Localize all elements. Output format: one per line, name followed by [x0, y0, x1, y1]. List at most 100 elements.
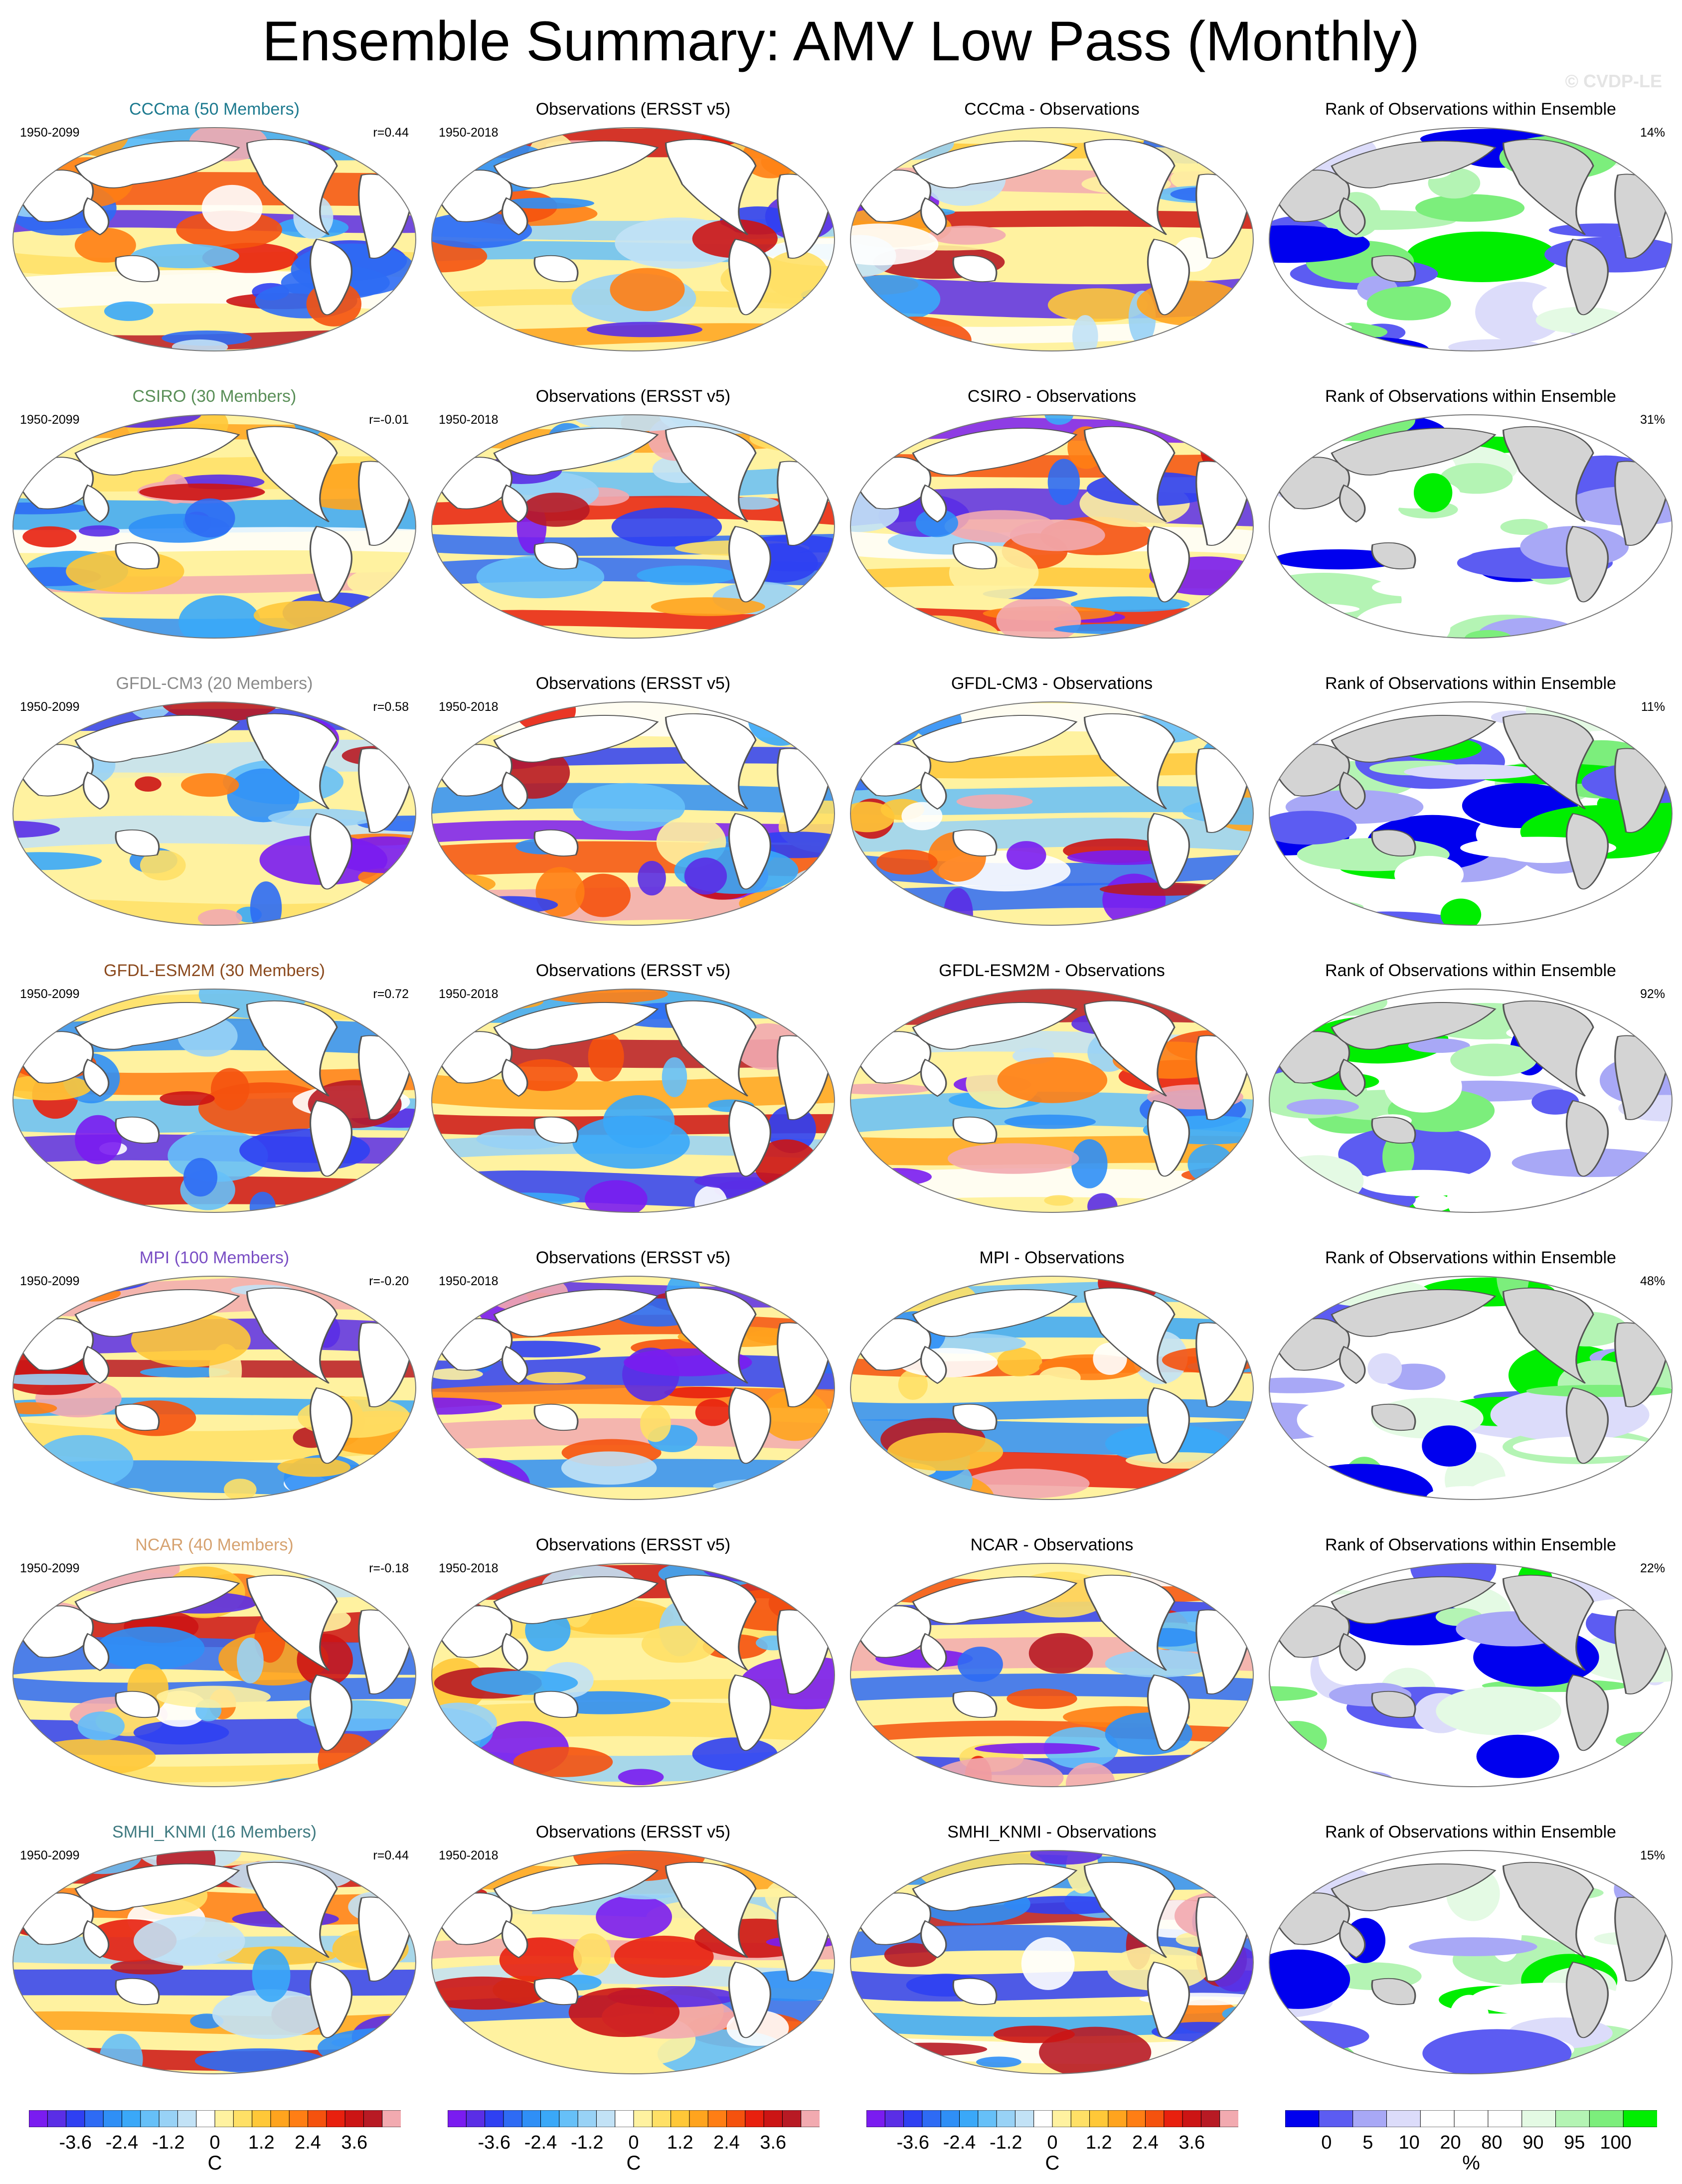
period-label: 1950-2099: [20, 1561, 80, 1575]
panel-title: Rank of Observations within Ensemble: [1325, 1248, 1616, 1267]
map-panel-gfdl-cm3-obs: Observations (ERSST v5) 1950-2018: [429, 674, 838, 933]
map-field: [12, 989, 416, 1213]
pattern-correlation-label: r=-0.18: [369, 1561, 409, 1575]
map-panel-mpi-diff: MPI - Observations: [847, 1248, 1256, 1508]
colorbar-tick-label: 2.4: [295, 2132, 321, 2153]
colorbar-tick-label: 0: [628, 2132, 639, 2153]
colorbar-swatch: [903, 2110, 923, 2128]
panel-title: NCAR (40 Members): [135, 1535, 294, 1554]
colorbar-tick-label: -3.6: [896, 2132, 929, 2153]
map-panel-gfdl-esm2m-model: GFDL-ESM2M (30 Members) 1950-2099 r=0.72: [10, 961, 419, 1220]
colorbar-swatch: [1126, 2110, 1146, 2128]
colorbar-tick-label: 20: [1440, 2132, 1461, 2153]
colorbar-swatch: [1070, 2110, 1090, 2128]
colorbar-tick-label: 0: [1047, 2132, 1058, 2153]
map-panel-mpi-obs: Observations (ERSST v5) 1950-2018: [429, 1248, 838, 1508]
panel-title: Rank of Observations within Ensemble: [1325, 387, 1616, 406]
colorbar-swatch: [652, 2110, 672, 2128]
colorbar-swatch: [363, 2110, 383, 2128]
map-panel-cccma-obs: Observations (ERSST v5) 1950-2018: [429, 100, 838, 359]
pattern-correlation-label: r=0.72: [373, 987, 409, 1001]
panel-title: CSIRO - Observations: [967, 387, 1137, 406]
panel-title: CCCma - Observations: [964, 100, 1140, 119]
panel-title: Rank of Observations within Ensemble: [1325, 1823, 1616, 1842]
colorbar-swatch: [1623, 2110, 1658, 2128]
pattern-correlation-label: r=0.44: [373, 1848, 409, 1862]
rank-percent-label: 14%: [1640, 126, 1665, 140]
map-field: [12, 1276, 416, 1500]
panel-title: SMHI_KNMI (16 Members): [112, 1823, 317, 1842]
colorbar-tick-label: 90: [1522, 2132, 1544, 2153]
colorbar-swatch: [978, 2110, 998, 2128]
colorbar-swatch: [633, 2110, 653, 2128]
panel-title: CCCma (50 Members): [129, 100, 300, 119]
colorbar-swatch: [177, 2110, 197, 2128]
colorbar-swatch: [1014, 2110, 1034, 2128]
period-label: 1950-2099: [20, 1848, 80, 1862]
colorbar-swatch: [996, 2110, 1016, 2128]
rank-percent-label: 11%: [1641, 700, 1665, 714]
map-panel-smhi_knmi-model: SMHI_KNMI (16 Members) 1950-2099 r=0.44: [10, 1823, 419, 2082]
colorbar-temperature-model: -3.6 -2.4 -1.2 0 1.2 2.4 3.6 C: [28, 2110, 402, 2175]
colorbar-swatch: [726, 2110, 746, 2128]
colorbar-swatch: [103, 2110, 123, 2128]
map-field: [431, 1850, 835, 2074]
colorbar-swatch: [521, 2110, 541, 2128]
map-field: [850, 1563, 1254, 1787]
period-label: 1950-2018: [439, 1561, 499, 1575]
map-panel-mpi-rank: Rank of Observations within Ensemble 48%: [1266, 1248, 1675, 1508]
colorbar-swatch: [447, 2110, 467, 2128]
panel-title: Rank of Observations within Ensemble: [1325, 100, 1616, 119]
colorbar-swatch: [66, 2110, 85, 2128]
panel-title: MPI - Observations: [979, 1248, 1125, 1267]
map-field: [12, 127, 416, 351]
map-field: [850, 1276, 1254, 1500]
map-field: [431, 414, 835, 639]
panel-title: Observations (ERSST v5): [535, 1248, 731, 1267]
colorbar-swatch: [382, 2110, 402, 2128]
panel-title: Observations (ERSST v5): [535, 674, 731, 693]
map-field: [850, 414, 1254, 639]
map-panel-gfdl-esm2m-obs: Observations (ERSST v5) 1950-2018: [429, 961, 838, 1220]
colorbar-swatch: [763, 2110, 783, 2128]
colorbar-swatch: [344, 2110, 364, 2128]
colorbar-swatch: [1521, 2110, 1556, 2128]
colorbar-tick-label: 3.6: [760, 2132, 787, 2153]
colorbar-swatch: [540, 2110, 560, 2128]
colorbar-tick-label: -1.2: [152, 2132, 185, 2153]
colorbar-swatch: [1386, 2110, 1421, 2128]
map-field: [1269, 1850, 1673, 2074]
panel-title: Rank of Observations within Ensemble: [1325, 674, 1616, 693]
panel-title: Observations (ERSST v5): [535, 961, 731, 980]
colorbar-swatch: [801, 2110, 821, 2128]
colorbar-tick-label: -2.4: [105, 2132, 139, 2153]
colorbar-tick-label: -1.2: [571, 2132, 604, 2153]
rank-percent-label: 31%: [1640, 413, 1665, 427]
colorbar-swatch: [1145, 2110, 1165, 2128]
map-field: [12, 1850, 416, 2074]
colorbar-swatch: [1108, 2110, 1128, 2128]
map-field: [12, 414, 416, 639]
colorbar-swatch: [745, 2110, 765, 2128]
map-field: [1269, 701, 1673, 926]
map-panel-smhi_knmi-diff: SMHI_KNMI - Observations: [847, 1823, 1256, 2082]
period-label: 1950-2099: [20, 700, 80, 714]
page-title: Ensemble Summary: AMV Low Pass (Monthly): [262, 10, 1420, 72]
period-label: 1950-2018: [439, 1274, 499, 1288]
colorbar-swatch: [671, 2110, 690, 2128]
map-panel-ncar-obs: Observations (ERSST v5) 1950-2018: [429, 1535, 838, 1795]
map-field: [1269, 989, 1673, 1213]
panel-title: GFDL-CM3 (20 Members): [116, 674, 313, 693]
colorbar-swatch: [884, 2110, 904, 2128]
period-label: 1950-2018: [439, 700, 499, 714]
colorbar-swatch: [1420, 2110, 1455, 2128]
panel-title: Observations (ERSST v5): [535, 387, 731, 406]
colorbar-swatch: [122, 2110, 141, 2128]
colorbar-temperature-obs: -3.6 -2.4 -1.2 0 1.2 2.4 3.6 C: [447, 2110, 821, 2175]
map-field: [431, 989, 835, 1213]
colorbar-swatch: [270, 2110, 290, 2128]
colorbar-swatch: [28, 2110, 48, 2128]
colorbar-tick-label: 0: [1321, 2132, 1332, 2153]
colorbar-swatch: [140, 2110, 160, 2128]
panel-title: NCAR - Observations: [970, 1535, 1134, 1554]
